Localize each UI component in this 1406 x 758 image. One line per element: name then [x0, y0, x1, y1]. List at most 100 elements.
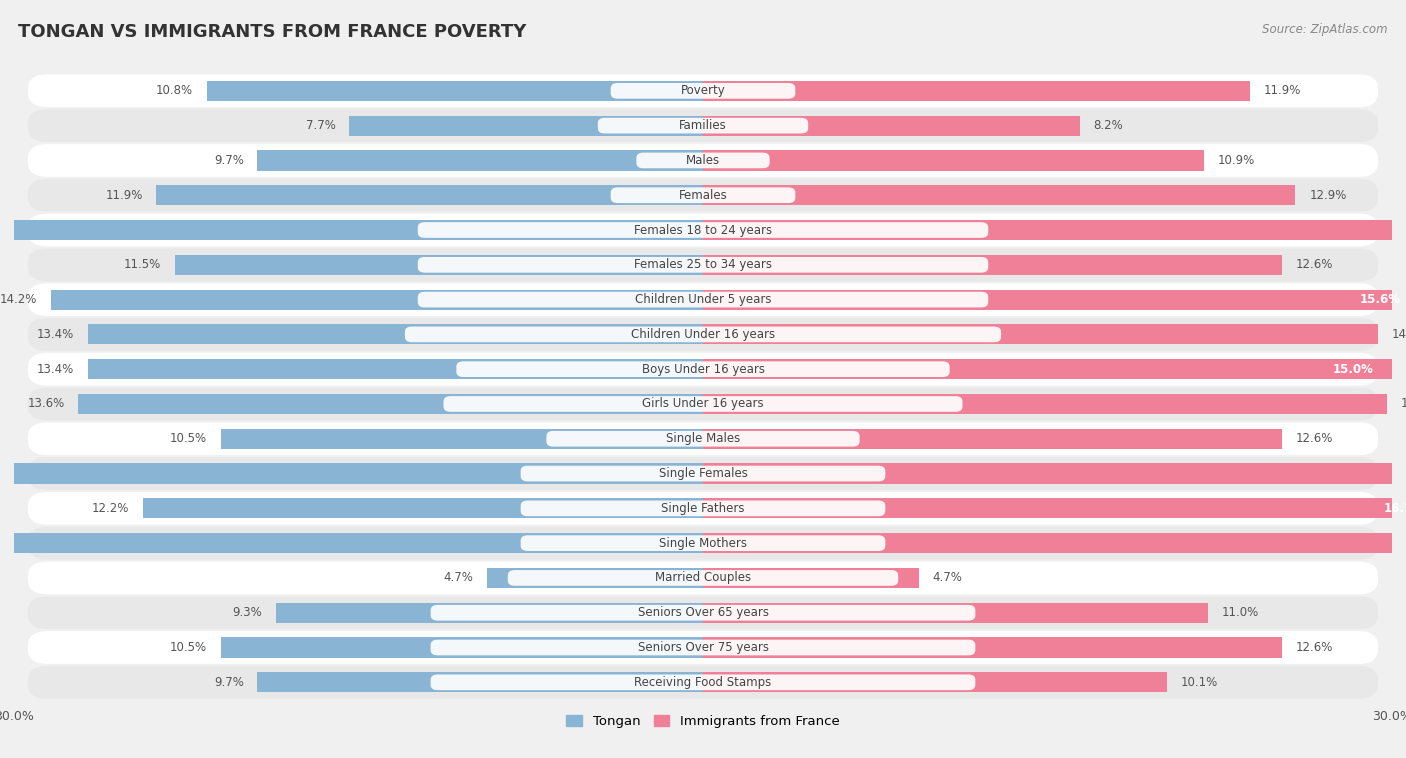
Bar — [276, 603, 703, 623]
FancyBboxPatch shape — [28, 422, 1378, 455]
Text: 10.5%: 10.5% — [170, 641, 207, 654]
Text: 4.7%: 4.7% — [932, 572, 963, 584]
FancyBboxPatch shape — [520, 465, 886, 481]
FancyBboxPatch shape — [405, 327, 1001, 342]
Bar — [703, 150, 1204, 171]
Bar — [207, 81, 703, 101]
Text: Single Mothers: Single Mothers — [659, 537, 747, 550]
FancyBboxPatch shape — [598, 117, 808, 133]
Text: 9.3%: 9.3% — [232, 606, 262, 619]
Bar — [79, 394, 703, 414]
Bar — [142, 498, 703, 518]
Text: 11.5%: 11.5% — [124, 258, 162, 271]
Legend: Tongan, Immigrants from France: Tongan, Immigrants from France — [561, 709, 845, 733]
Text: 14.2%: 14.2% — [0, 293, 37, 306]
Bar — [0, 463, 703, 484]
Text: Seniors Over 75 years: Seniors Over 75 years — [637, 641, 769, 654]
FancyBboxPatch shape — [430, 675, 976, 690]
Text: 13.4%: 13.4% — [37, 328, 73, 341]
Bar — [703, 394, 1388, 414]
FancyBboxPatch shape — [430, 640, 976, 656]
FancyBboxPatch shape — [547, 431, 859, 446]
FancyBboxPatch shape — [28, 387, 1378, 421]
Text: Females: Females — [679, 189, 727, 202]
Bar — [703, 637, 1282, 658]
FancyBboxPatch shape — [637, 152, 769, 168]
Text: TONGAN VS IMMIGRANTS FROM FRANCE POVERTY: TONGAN VS IMMIGRANTS FROM FRANCE POVERTY — [18, 23, 527, 41]
Text: 11.0%: 11.0% — [1222, 606, 1260, 619]
Bar — [87, 359, 703, 379]
Text: 14.9%: 14.9% — [1402, 397, 1406, 411]
Bar — [703, 463, 1406, 484]
FancyBboxPatch shape — [443, 396, 963, 412]
FancyBboxPatch shape — [28, 74, 1378, 107]
Text: 10.9%: 10.9% — [1218, 154, 1254, 167]
FancyBboxPatch shape — [28, 527, 1378, 559]
FancyBboxPatch shape — [418, 222, 988, 238]
FancyBboxPatch shape — [28, 179, 1378, 211]
Bar — [703, 672, 1167, 692]
Bar — [703, 324, 1378, 344]
Text: 4.7%: 4.7% — [443, 572, 474, 584]
Bar — [156, 185, 703, 205]
Text: 10.8%: 10.8% — [156, 84, 193, 97]
FancyBboxPatch shape — [28, 249, 1378, 281]
Bar — [257, 150, 703, 171]
Text: Girls Under 16 years: Girls Under 16 years — [643, 397, 763, 411]
Bar — [486, 568, 703, 588]
FancyBboxPatch shape — [610, 187, 796, 203]
FancyBboxPatch shape — [28, 318, 1378, 351]
Bar — [703, 533, 1406, 553]
Text: Married Couples: Married Couples — [655, 572, 751, 584]
Text: Males: Males — [686, 154, 720, 167]
Bar — [703, 290, 1406, 310]
Bar — [51, 290, 703, 310]
Bar — [0, 533, 703, 553]
Text: 15.6%: 15.6% — [1360, 293, 1402, 306]
FancyBboxPatch shape — [28, 214, 1378, 246]
Bar — [703, 255, 1282, 275]
Text: 9.7%: 9.7% — [214, 676, 243, 689]
FancyBboxPatch shape — [418, 292, 988, 308]
Text: 13.6%: 13.6% — [27, 397, 65, 411]
FancyBboxPatch shape — [418, 257, 988, 273]
Bar — [703, 429, 1282, 449]
Bar — [221, 429, 703, 449]
Text: 14.7%: 14.7% — [1392, 328, 1406, 341]
Text: Single Fathers: Single Fathers — [661, 502, 745, 515]
FancyBboxPatch shape — [28, 457, 1378, 490]
Text: Females 25 to 34 years: Females 25 to 34 years — [634, 258, 772, 271]
FancyBboxPatch shape — [28, 492, 1378, 525]
Text: Families: Families — [679, 119, 727, 132]
FancyBboxPatch shape — [520, 500, 886, 516]
FancyBboxPatch shape — [520, 535, 886, 551]
Text: Source: ZipAtlas.com: Source: ZipAtlas.com — [1263, 23, 1388, 36]
FancyBboxPatch shape — [430, 605, 976, 621]
Text: Poverty: Poverty — [681, 84, 725, 97]
Text: 10.1%: 10.1% — [1181, 676, 1218, 689]
Text: Boys Under 16 years: Boys Under 16 years — [641, 362, 765, 376]
Text: 10.5%: 10.5% — [170, 432, 207, 445]
Text: Females 18 to 24 years: Females 18 to 24 years — [634, 224, 772, 236]
Bar — [349, 115, 703, 136]
Text: 7.7%: 7.7% — [305, 119, 336, 132]
Text: Children Under 5 years: Children Under 5 years — [634, 293, 772, 306]
Text: 11.9%: 11.9% — [1264, 84, 1301, 97]
Text: 12.6%: 12.6% — [1295, 432, 1333, 445]
Text: 11.9%: 11.9% — [105, 189, 142, 202]
FancyBboxPatch shape — [28, 352, 1378, 386]
FancyBboxPatch shape — [28, 109, 1378, 142]
Text: Single Females: Single Females — [658, 467, 748, 480]
Text: Single Males: Single Males — [666, 432, 740, 445]
Text: Seniors Over 65 years: Seniors Over 65 years — [637, 606, 769, 619]
Text: 9.7%: 9.7% — [214, 154, 243, 167]
Text: 12.6%: 12.6% — [1295, 258, 1333, 271]
Bar — [87, 324, 703, 344]
FancyBboxPatch shape — [28, 666, 1378, 699]
FancyBboxPatch shape — [457, 362, 949, 377]
Text: 12.9%: 12.9% — [1309, 189, 1347, 202]
Bar — [174, 255, 703, 275]
FancyBboxPatch shape — [28, 631, 1378, 664]
FancyBboxPatch shape — [28, 283, 1378, 316]
FancyBboxPatch shape — [28, 597, 1378, 629]
